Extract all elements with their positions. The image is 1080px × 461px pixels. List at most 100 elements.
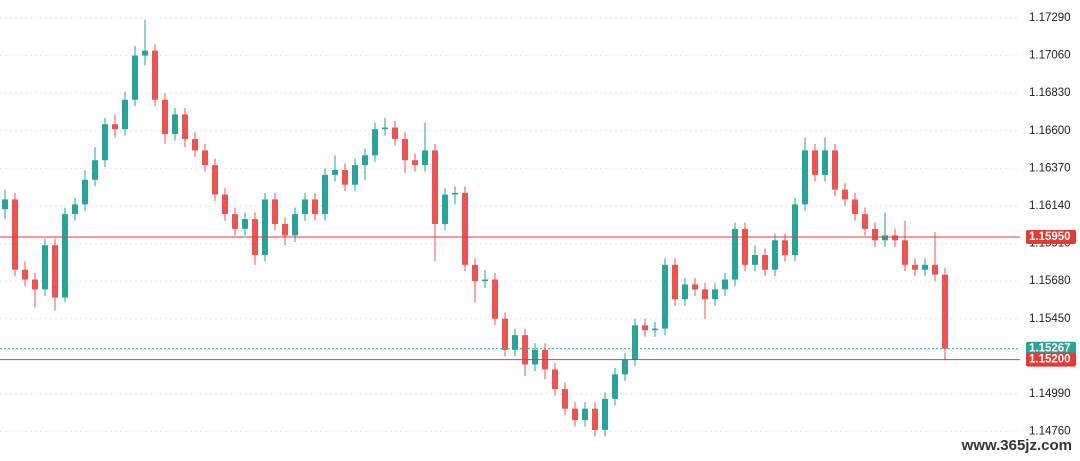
candle-body bbox=[872, 228, 878, 241]
watermark: www.365jz.com bbox=[961, 437, 1072, 454]
candle-body bbox=[592, 408, 598, 430]
candle-body bbox=[242, 219, 248, 229]
candle-body bbox=[282, 223, 288, 236]
candle-body bbox=[822, 150, 828, 175]
candle-body bbox=[12, 199, 18, 270]
candle-body bbox=[802, 150, 808, 205]
candle-body bbox=[552, 369, 558, 390]
candle-body bbox=[302, 199, 308, 215]
price-tag bbox=[1026, 230, 1076, 245]
y-tick-label: 1.15450 bbox=[1029, 313, 1071, 325]
candle-body bbox=[562, 389, 568, 409]
candle-body bbox=[262, 199, 268, 256]
candle-body bbox=[82, 179, 88, 205]
candle-body bbox=[532, 349, 538, 365]
candle-body bbox=[652, 328, 658, 331]
candle-body bbox=[692, 284, 698, 290]
price-tag-label: 1.15267 bbox=[1029, 343, 1071, 355]
candle-body bbox=[832, 150, 838, 190]
candle-body bbox=[482, 279, 488, 282]
candle-body bbox=[32, 279, 38, 290]
candle-body bbox=[62, 214, 68, 298]
candle-body bbox=[812, 150, 818, 175]
y-tick-label: 1.14990 bbox=[1029, 388, 1071, 400]
candle-body bbox=[732, 228, 738, 280]
candle-body bbox=[212, 165, 218, 195]
candle-body bbox=[132, 55, 138, 100]
candle-body bbox=[892, 235, 898, 241]
candle-body bbox=[192, 138, 198, 151]
candle-body bbox=[422, 150, 428, 166]
y-tick-label: 1.16370 bbox=[1029, 162, 1071, 174]
candle-body bbox=[842, 189, 848, 200]
candle-body bbox=[142, 50, 148, 56]
candle-body bbox=[372, 129, 378, 156]
candle-body bbox=[292, 214, 298, 236]
candle-body bbox=[202, 150, 208, 166]
price-tag-label: 1.15950 bbox=[1029, 231, 1071, 243]
y-tick-label: 1.16830 bbox=[1029, 87, 1071, 99]
candle-body bbox=[172, 114, 178, 135]
candle-body bbox=[2, 199, 8, 210]
candle-body bbox=[222, 194, 228, 215]
candle-body bbox=[942, 274, 948, 349]
candle-body bbox=[712, 289, 718, 300]
candle-body bbox=[332, 170, 338, 175]
candle-body bbox=[362, 155, 368, 166]
candle-body bbox=[22, 269, 28, 280]
candle-body bbox=[752, 255, 758, 265]
candle-body bbox=[92, 160, 98, 180]
candle-body bbox=[312, 199, 318, 215]
y-tick-label: 1.17290 bbox=[1029, 12, 1071, 24]
candle-body bbox=[622, 359, 628, 375]
y-tick-label: 1.17060 bbox=[1029, 50, 1071, 62]
candle-body bbox=[412, 160, 418, 166]
candle-body bbox=[392, 127, 398, 139]
y-tick-label: 1.16600 bbox=[1029, 125, 1071, 137]
candle-body bbox=[682, 284, 688, 300]
candle-body bbox=[612, 374, 618, 399]
y-tick-label: 1.16140 bbox=[1029, 200, 1071, 212]
candle-body bbox=[582, 408, 588, 421]
price-tag bbox=[1026, 341, 1076, 356]
candle-body bbox=[902, 240, 908, 265]
candle-body bbox=[662, 264, 668, 329]
candle-body bbox=[472, 264, 478, 282]
candle-body bbox=[782, 240, 788, 256]
candle-body bbox=[642, 325, 648, 331]
candle-body bbox=[672, 264, 678, 300]
candle-body bbox=[862, 214, 868, 229]
candle-body bbox=[72, 204, 78, 215]
candle-body bbox=[492, 279, 498, 319]
candle-body bbox=[462, 192, 468, 265]
candle-body bbox=[112, 124, 118, 130]
y-tick-label: 1.15680 bbox=[1029, 275, 1071, 287]
candle-body bbox=[932, 264, 938, 275]
candle-body bbox=[402, 138, 408, 161]
candle-body bbox=[42, 245, 48, 290]
candle-body bbox=[452, 192, 458, 195]
candle-body bbox=[502, 318, 508, 350]
candle-body bbox=[742, 228, 748, 265]
price-tag bbox=[1026, 352, 1076, 367]
candle-body bbox=[182, 114, 188, 139]
candle-body bbox=[232, 214, 238, 229]
candle-body bbox=[632, 325, 638, 360]
candle-body bbox=[762, 255, 768, 270]
candle-body bbox=[52, 245, 58, 298]
candle-body bbox=[572, 408, 578, 421]
candle-body bbox=[162, 99, 168, 135]
candle-body bbox=[772, 240, 778, 270]
candle-body bbox=[722, 279, 728, 290]
candle-body bbox=[702, 289, 708, 300]
candle-body bbox=[342, 170, 348, 185]
candle-body bbox=[602, 398, 608, 430]
candle-body bbox=[912, 264, 918, 270]
candle-body bbox=[102, 124, 108, 161]
candle-body bbox=[272, 199, 278, 224]
candle-body bbox=[432, 150, 438, 224]
y-tick-label: 1.14760 bbox=[1029, 426, 1071, 438]
candle-body bbox=[352, 165, 358, 185]
candle-body bbox=[152, 50, 158, 100]
